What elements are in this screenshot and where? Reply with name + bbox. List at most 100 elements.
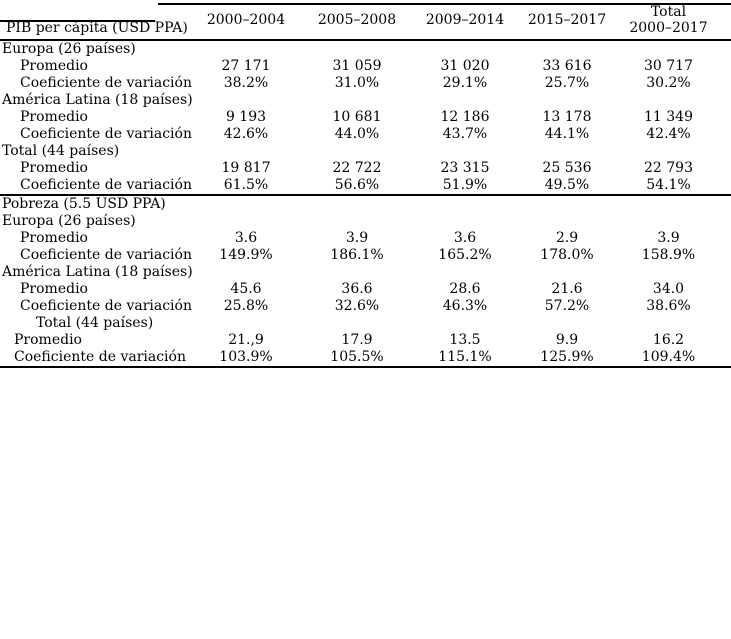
row-label: Coeficiente de variación bbox=[14, 349, 186, 365]
cell: 13 178 bbox=[542, 109, 592, 125]
statistics-table: PIB per cápita (USD PPA) 2000–2004 2005–… bbox=[0, 0, 731, 367]
cell: 11 349 bbox=[644, 109, 693, 125]
section-row: América Latina (18 países) bbox=[0, 92, 731, 109]
cell bbox=[300, 264, 414, 281]
cell: 115.1% bbox=[438, 349, 492, 365]
cell bbox=[618, 40, 731, 58]
row-label: Coeficiente de variación bbox=[20, 177, 192, 193]
cell: 103.9% bbox=[219, 349, 273, 365]
cell bbox=[618, 195, 731, 213]
cell: 17.9 bbox=[341, 332, 373, 348]
cell bbox=[414, 92, 516, 109]
cell: 12 186 bbox=[440, 109, 490, 125]
cell bbox=[192, 40, 300, 58]
cell: 31 020 bbox=[440, 58, 490, 74]
cell: 16.2 bbox=[652, 332, 685, 348]
cell bbox=[414, 264, 516, 281]
row-label: Coeficiente de variación bbox=[20, 247, 192, 263]
cell: 19 817 bbox=[221, 160, 271, 176]
table-row: Promedio 3.6 3.9 3.6 2.9 3.9 bbox=[0, 230, 731, 247]
section-row: Total (44 países) bbox=[0, 315, 731, 332]
row-label: Coeficiente de variación bbox=[20, 126, 192, 142]
section-row: América Latina (18 países) bbox=[0, 264, 731, 281]
row-label: Europa (26 países) bbox=[2, 41, 136, 57]
row-label: Promedio bbox=[20, 230, 88, 246]
cell: 125.9% bbox=[540, 349, 594, 365]
cell bbox=[414, 143, 516, 160]
cell: 46.3% bbox=[442, 298, 488, 314]
cell: 3.6 bbox=[453, 230, 477, 246]
cell: 105.5% bbox=[330, 349, 384, 365]
cell bbox=[414, 195, 516, 213]
cell bbox=[516, 264, 618, 281]
cell bbox=[192, 143, 300, 160]
column-header-period-4: 2015–2017 bbox=[527, 11, 607, 28]
cell bbox=[192, 195, 300, 213]
cell: 29.1% bbox=[442, 75, 488, 91]
row-label: Promedio bbox=[20, 109, 88, 125]
cell: 23 315 bbox=[440, 160, 490, 176]
cell: 28.6 bbox=[449, 281, 481, 297]
cell: 30 717 bbox=[644, 58, 693, 74]
row-label: Promedio bbox=[20, 160, 88, 176]
cell: 27 171 bbox=[221, 58, 271, 74]
table-row: Promedio 21.,9 17.9 13.5 9.9 16.2 bbox=[0, 332, 731, 349]
cell: 178.0% bbox=[540, 247, 594, 263]
cell: 51.9% bbox=[442, 177, 488, 193]
cell bbox=[192, 213, 300, 230]
cell: 10 681 bbox=[332, 109, 382, 125]
cell: 9 193 bbox=[225, 109, 267, 125]
cell: 3.9 bbox=[345, 230, 369, 246]
top-rule bbox=[158, 3, 731, 5]
cell: 36.6 bbox=[341, 281, 373, 297]
cell: 57.2% bbox=[544, 298, 590, 314]
row-label: Total (44 países) bbox=[36, 315, 154, 331]
cell bbox=[516, 195, 618, 213]
stub-overline-rule bbox=[0, 20, 155, 22]
cell: 44.1% bbox=[544, 126, 590, 142]
cell: 54.1% bbox=[646, 177, 691, 193]
cell bbox=[618, 264, 731, 281]
cell: 21.,9 bbox=[228, 332, 264, 348]
cell bbox=[300, 195, 414, 213]
cell: 3.6 bbox=[234, 230, 258, 246]
table-row: Promedio 9 193 10 681 12 186 13 178 11 3… bbox=[0, 109, 731, 126]
column-header-total: Total 2000–2017 bbox=[618, 0, 731, 40]
cell bbox=[414, 315, 516, 332]
cell: 49.5% bbox=[544, 177, 590, 193]
cell bbox=[516, 315, 618, 332]
cell bbox=[414, 40, 516, 58]
cell bbox=[300, 143, 414, 160]
row-label: Promedio bbox=[14, 332, 82, 348]
row-label: Coeficiente de variación bbox=[20, 298, 192, 314]
cell: 3.9 bbox=[657, 230, 680, 246]
cell: 61.5% bbox=[223, 177, 269, 193]
cell: 149.9% bbox=[219, 247, 273, 263]
cell: 22 722 bbox=[332, 160, 382, 176]
cell: 109.4% bbox=[641, 349, 696, 365]
column-header-period-2: 2005–2008 bbox=[317, 11, 397, 28]
cell bbox=[192, 315, 300, 332]
cell bbox=[618, 143, 731, 160]
cell bbox=[618, 213, 731, 230]
stub-header: PIB per cápita (USD PPA) bbox=[6, 20, 188, 36]
row-label: Promedio bbox=[20, 281, 88, 297]
cell bbox=[300, 315, 414, 332]
cell: 45.6 bbox=[230, 281, 262, 297]
cell bbox=[516, 213, 618, 230]
row-label: América Latina (18 países) bbox=[2, 92, 192, 108]
cell bbox=[300, 92, 414, 109]
cell: 38.2% bbox=[223, 75, 269, 91]
cell bbox=[516, 143, 618, 160]
cell: 13.5 bbox=[449, 332, 481, 348]
row-label: América Latina (18 países) bbox=[2, 264, 192, 280]
cell: 165.2% bbox=[438, 247, 492, 263]
cell: 33 616 bbox=[542, 58, 592, 74]
table-row: Coeficiente de variación 61.5% 56.6% 51.… bbox=[0, 177, 731, 195]
table-row: Coeficiente de variación 42.6% 44.0% 43.… bbox=[0, 126, 731, 143]
row-label: Total (44 países) bbox=[2, 143, 120, 159]
cell: 34.0 bbox=[652, 281, 685, 297]
table-row: Promedio 19 817 22 722 23 315 25 536 22 … bbox=[0, 160, 731, 177]
cell: 32.6% bbox=[334, 298, 380, 314]
